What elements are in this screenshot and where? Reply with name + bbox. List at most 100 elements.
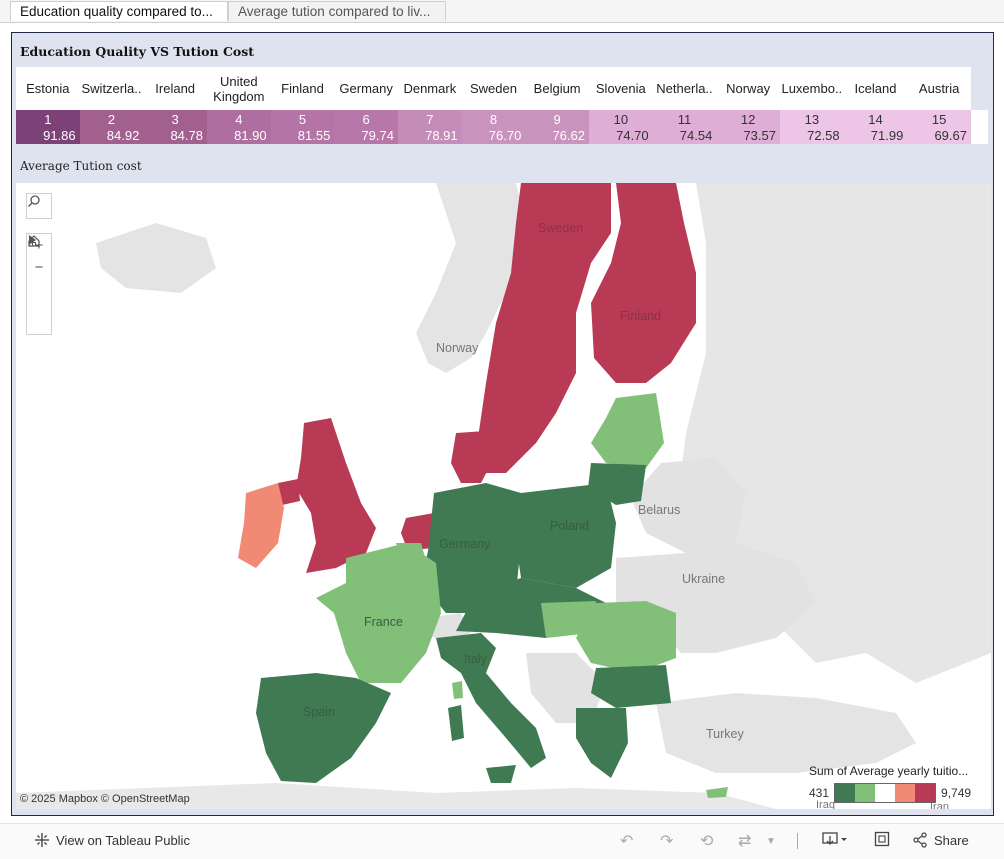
tuition-map[interactable]: Sweden Finland Norway Belarus Poland Ger…	[16, 183, 991, 809]
rank-value: 1	[44, 112, 52, 127]
column-header[interactable]: United Kingdom	[213, 73, 265, 104]
score-cell[interactable]: 13 72.58	[780, 110, 844, 144]
column-header[interactable]: Netherla..	[656, 81, 713, 96]
column-header[interactable]: Ireland	[155, 81, 196, 96]
score-cell[interactable]: 3 84.78	[143, 110, 207, 144]
legend-title: Sum of Average yearly tuitio...	[809, 764, 969, 778]
sicily-region[interactable]	[486, 765, 516, 783]
rank-value: 10	[613, 112, 629, 127]
label-turkey: Turkey	[706, 727, 744, 741]
greece-region[interactable]	[576, 708, 628, 778]
score-cell[interactable]: 9 76.62	[525, 110, 589, 144]
ireland-region[interactable]	[238, 483, 284, 568]
download-icon[interactable]	[822, 831, 848, 854]
tab-education-quality[interactable]: Education quality compared to...	[10, 1, 228, 21]
tableau-logo-icon	[35, 833, 49, 847]
column-header[interactable]: Germany	[339, 81, 393, 96]
table-values-row: 1 91.86 2 84.92 3 84.78 4 81.90 5 81.55 6 79.74 7 78.…	[16, 110, 988, 144]
toolbar-separator	[797, 833, 798, 849]
column-header[interactable]: Denmark	[403, 81, 457, 96]
tab-average-tuition[interactable]: Average tution compared to liv...	[228, 1, 446, 21]
label-norway: Norway	[436, 341, 479, 355]
refresh-dropdown-icon[interactable]: ▼	[766, 836, 776, 847]
zoom-out-button[interactable]: −	[34, 258, 44, 276]
column-header[interactable]: Austria	[918, 81, 960, 96]
score-cell[interactable]: 11 74.54	[652, 110, 717, 144]
romania-region[interactable]	[576, 601, 676, 673]
score-cell[interactable]: 6 79.74	[334, 110, 398, 144]
rank-value: 7	[426, 112, 434, 127]
column-header[interactable]: Sweden	[469, 81, 517, 96]
column-header[interactable]: Iceland	[854, 81, 897, 96]
score-cell[interactable]: 4 81.90	[207, 110, 271, 144]
legend-swatch	[875, 784, 896, 802]
label-spain: Spain	[303, 705, 335, 719]
rank-value: 2	[107, 112, 116, 127]
bulgaria-region[interactable]	[591, 665, 671, 708]
sweden-region[interactable]	[478, 183, 611, 473]
score-cell[interactable]: 5 81.55	[270, 110, 335, 144]
play-icon[interactable]	[27, 235, 51, 322]
score-value: 84.92	[106, 128, 140, 143]
redo-icon[interactable]: ↷	[660, 833, 674, 850]
rank-value: 13	[804, 112, 820, 127]
africa-shape	[16, 783, 776, 809]
score-cell[interactable]: 14 71.99	[843, 110, 908, 144]
netherlands-region[interactable]	[401, 513, 434, 551]
sardinia-region[interactable]	[448, 705, 464, 741]
map-attribution[interactable]: © 2025 Mapbox © OpenStreetMap	[20, 793, 190, 805]
legend-max: 9,749	[941, 786, 972, 800]
legend-color-ramp	[834, 783, 937, 803]
view-on-tableau-public-link[interactable]: View on Tableau Public	[34, 832, 190, 848]
column-header[interactable]: Belgium	[533, 81, 581, 96]
map-search-button[interactable]	[26, 193, 52, 219]
rank-value: 6	[362, 112, 370, 127]
germany-region[interactable]	[421, 483, 521, 613]
score-cell[interactable]: 10 74.70	[589, 110, 653, 144]
label-iraq: Iraq	[816, 799, 835, 809]
score-value: 71.99	[870, 128, 904, 143]
home-icon[interactable]	[27, 235, 51, 300]
label-iran: Iran	[930, 801, 949, 809]
share-button[interactable]: Share	[912, 832, 969, 848]
fullscreen-icon[interactable]	[874, 831, 890, 852]
score-cell[interactable]: 2 84.92	[79, 110, 144, 144]
belgium-region[interactable]	[396, 543, 428, 573]
baltics-region[interactable]	[591, 393, 664, 468]
iceland-shape	[96, 223, 216, 293]
score-cell[interactable]: 7 78.91	[398, 110, 462, 144]
score-cell[interactable]: 1 91.86	[16, 110, 80, 144]
rank-value: 3	[171, 112, 179, 127]
column-header[interactable]: Norway	[726, 81, 771, 96]
column-header[interactable]: Estonia	[26, 81, 70, 96]
column-header[interactable]: Luxembo..	[781, 81, 843, 96]
rank-value: 12	[740, 112, 756, 127]
score-cell[interactable]: 12 73.57	[716, 110, 780, 144]
score-value: 74.70	[616, 128, 649, 143]
score-cell[interactable]: 15 69.67	[907, 110, 971, 144]
column-header[interactable]: Slovenia	[595, 81, 646, 96]
poland-region[interactable]	[516, 483, 616, 588]
score-value: 91.86	[43, 128, 76, 143]
denmark-region[interactable]	[451, 431, 494, 483]
hungary-region[interactable]	[541, 601, 596, 638]
column-header[interactable]: Finland	[281, 81, 324, 96]
undo-icon[interactable]: ↶	[620, 833, 634, 850]
share-label: Share	[934, 832, 969, 848]
rank-value: 8	[489, 112, 498, 127]
column-header[interactable]: Switzerla..	[81, 81, 142, 96]
refresh-icon[interactable]: ⇄	[738, 833, 752, 850]
uk-region[interactable]	[296, 418, 376, 573]
rank-value: 5	[298, 112, 307, 127]
italy-region[interactable]	[436, 633, 546, 768]
corsica-region[interactable]	[452, 681, 463, 699]
score-value: 79.74	[361, 128, 394, 143]
france-region[interactable]	[316, 543, 441, 683]
northern-ireland-region[interactable]	[278, 479, 300, 505]
finland-region[interactable]	[591, 183, 696, 383]
iberia-region[interactable]	[256, 673, 391, 783]
revert-icon[interactable]: ⟲	[700, 833, 714, 850]
cyprus-region[interactable]	[706, 787, 728, 798]
score-cell[interactable]: 8 76.70	[461, 110, 526, 144]
rank-value: 14	[868, 112, 883, 127]
